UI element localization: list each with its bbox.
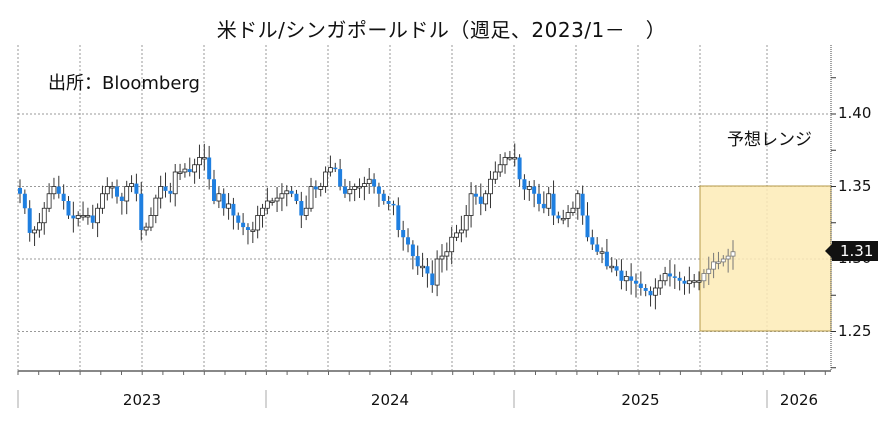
y-tick-label: 1.35 <box>838 176 872 195</box>
y-tick-label: 1.25 <box>838 321 872 340</box>
forecast-range-box <box>699 185 832 332</box>
x-year-label: 2023 <box>122 391 162 409</box>
y-tick-label: 1.40 <box>838 104 872 122</box>
x-year-label: 2025 <box>621 391 660 409</box>
gridlines <box>17 45 831 371</box>
last-price-tag: 1.31 <box>824 241 879 261</box>
axes <box>17 45 836 408</box>
source-label: 出所：Bloomberg <box>48 73 200 94</box>
forecast-range-label: 予想レンジ <box>727 130 812 150</box>
x-year-label: 2024 <box>370 391 410 409</box>
chart-title: 米ドル/シンガポールドル（週足、2023/1－ ） <box>216 18 667 42</box>
candles <box>18 143 736 310</box>
x-year-label: 2026 <box>779 391 819 409</box>
